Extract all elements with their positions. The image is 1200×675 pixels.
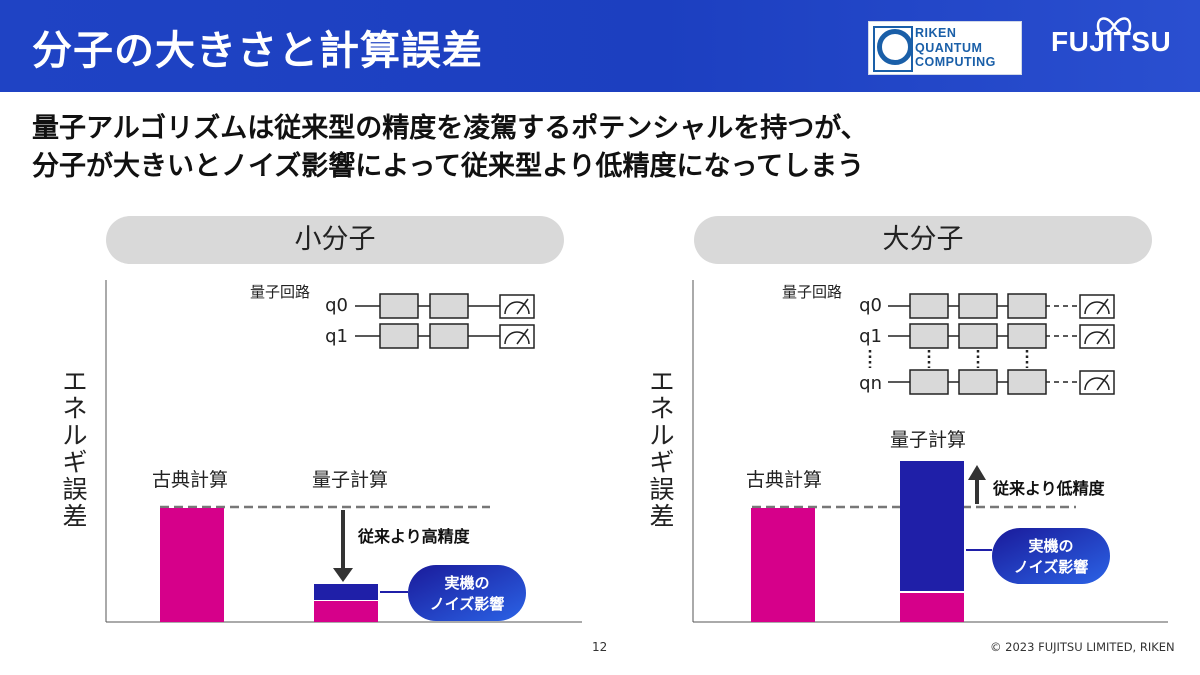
classical-error-bar bbox=[160, 508, 224, 622]
panel-title-small-molecule: 小分子 bbox=[106, 216, 564, 264]
riken-logo-ring-icon bbox=[877, 29, 913, 65]
y-axis-label: エネルギ誤差 bbox=[62, 367, 87, 531]
quantum-error-bar bbox=[314, 601, 378, 622]
circuit-label: 量子回路 bbox=[782, 283, 842, 301]
bar-label-classical: 古典計算 bbox=[746, 469, 822, 491]
qubit-label-q1: q1 bbox=[325, 326, 348, 347]
panel-large-molecule: エネルギ誤差 量子回路 q0 q1 qn bbox=[649, 280, 1168, 623]
fujitsu-infinity-icon bbox=[1096, 17, 1132, 35]
fujitsu-logo: FUJITSU bbox=[1051, 26, 1172, 57]
measurement-icon bbox=[499, 294, 535, 319]
bar-label-quantum: 量子計算 bbox=[890, 429, 966, 451]
circuit-wires bbox=[355, 305, 500, 337]
gate bbox=[958, 293, 998, 319]
measurement-icon bbox=[499, 324, 535, 349]
panel-small-molecule: エネルギ誤差 量子回路 q0 q1 古典計算 bbox=[62, 280, 582, 623]
qubit-label-qn: qn bbox=[859, 373, 882, 394]
down-arrow-icon bbox=[333, 568, 353, 582]
measurement-icon bbox=[1079, 294, 1115, 319]
circuit-label: 量子回路 bbox=[250, 283, 310, 301]
arrow-label: 従来より高精度 bbox=[357, 527, 471, 546]
noise-callout-line-1: 実機の bbox=[444, 574, 489, 592]
vertical-ellipsis-icon bbox=[868, 350, 1029, 368]
measurement-icon bbox=[1079, 324, 1115, 349]
slide-number: 12 bbox=[592, 640, 608, 654]
gate bbox=[379, 293, 419, 319]
riken-logo-text: RIKEN QUANTUM COMPUTING bbox=[915, 26, 996, 70]
gate bbox=[958, 323, 998, 349]
qubit-label-q0: q0 bbox=[859, 295, 882, 316]
gate bbox=[429, 293, 469, 319]
bar-label-classical: 古典計算 bbox=[152, 469, 228, 491]
qubit-label-q1: q1 bbox=[859, 326, 882, 347]
headline-line-2: 分子が大きいとノイズ影響によって従来型より低精度になってしまう bbox=[32, 151, 865, 182]
gate bbox=[909, 369, 949, 395]
gate bbox=[958, 369, 998, 395]
header-bar: 分子の大きさと計算誤差 RIKEN QUANTUM COMPUTING FUJI… bbox=[0, 0, 1200, 92]
noise-error-bar bbox=[900, 461, 964, 591]
bar-label-quantum: 量子計算 bbox=[312, 469, 388, 491]
circuit-wires-dashed bbox=[1045, 305, 1080, 383]
circuit-gates bbox=[909, 293, 1047, 395]
classical-error-bar bbox=[751, 508, 815, 622]
noise-callout bbox=[992, 528, 1110, 584]
riken-logo-line-2: QUANTUM bbox=[915, 40, 983, 55]
gate bbox=[1007, 323, 1047, 349]
gate bbox=[909, 323, 949, 349]
slide-title: 分子の大きさと計算誤差 bbox=[32, 28, 483, 74]
y-axis-label: エネルギ誤差 bbox=[649, 367, 674, 531]
y-axis-label-text: エネルギ誤差 bbox=[62, 367, 87, 531]
riken-logo-line-3: COMPUTING bbox=[915, 55, 996, 69]
measurement-icon bbox=[1079, 370, 1115, 395]
riken-quantum-computing-logo: RIKEN QUANTUM COMPUTING bbox=[868, 21, 1022, 75]
up-arrow-icon bbox=[968, 465, 986, 480]
gate bbox=[379, 323, 419, 349]
qubit-label-q0: q0 bbox=[325, 295, 348, 316]
noise-callout-line-1: 実機の bbox=[1028, 537, 1073, 555]
gate bbox=[429, 323, 469, 349]
riken-logo-line-1: RIKEN bbox=[915, 26, 957, 40]
arrow-label: 従来より低精度 bbox=[992, 479, 1106, 498]
noise-callout-line-2: ノイズ影響 bbox=[1014, 558, 1089, 576]
gate bbox=[1007, 369, 1047, 395]
y-axis-label-text: エネルギ誤差 bbox=[649, 367, 674, 531]
noise-callout-line-2: ノイズ影響 bbox=[430, 595, 505, 613]
gate bbox=[909, 293, 949, 319]
noise-error-bar bbox=[314, 584, 378, 600]
headline: 量子アルゴリズムは従来型の精度を凌駕するポテンシャルを持つが、 分子が大きいとノ… bbox=[32, 110, 868, 186]
gate bbox=[1007, 293, 1047, 319]
noise-callout bbox=[408, 565, 526, 621]
headline-line-1: 量子アルゴリズムは従来型の精度を凌駕するポテンシャルを持つが、 bbox=[32, 113, 868, 144]
quantum-error-bar bbox=[900, 593, 964, 622]
circuit-gates bbox=[379, 293, 469, 349]
panel-title-large-molecule: 大分子 bbox=[694, 216, 1152, 264]
copyright: © 2023 FUJITSU LIMITED, RIKEN bbox=[990, 640, 1175, 654]
